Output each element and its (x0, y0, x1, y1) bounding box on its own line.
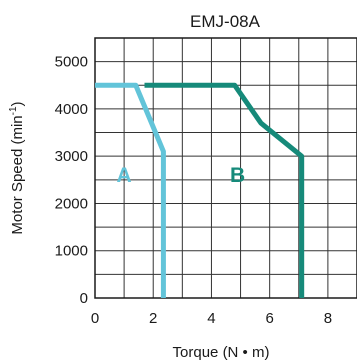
y-tick-label: 4000 (55, 101, 88, 118)
y-tick-label: 2000 (55, 195, 88, 212)
plot-frame (94, 37, 357, 299)
x-tick-label: 6 (265, 310, 273, 327)
x-tick-label: 8 (324, 310, 332, 327)
y-axis-label-main: Motor Speed (min (9, 115, 26, 234)
region-label-b: B (230, 164, 245, 187)
x-tick-label: 2 (149, 310, 157, 327)
series-line-a (95, 82, 166, 298)
y-tick-labels: 0 1000 2000 3000 4000 5000 (55, 54, 88, 307)
y-tick-label: 0 (80, 290, 88, 307)
series-line-b (144, 82, 305, 298)
series-layer (95, 82, 305, 298)
x-tick-labels: 0 2 4 6 8 (91, 310, 332, 327)
y-tick-label: 1000 (55, 243, 88, 260)
x-tick-label: 4 (207, 310, 215, 327)
x-tick-label: 0 (91, 310, 99, 327)
y-axis-label-superscript: -1 (8, 106, 19, 115)
x-axis-label: Torque (N • m) (173, 344, 270, 361)
region-label-a: A (117, 164, 132, 187)
y-tick-label: 3000 (55, 148, 88, 165)
y-axis-label: Motor Speed (min-1) (8, 101, 26, 234)
grid (95, 38, 357, 298)
chart-title: EMJ-08A (190, 12, 261, 31)
y-axis-label-close: ) (9, 101, 26, 106)
y-tick-label: 5000 (55, 54, 88, 71)
